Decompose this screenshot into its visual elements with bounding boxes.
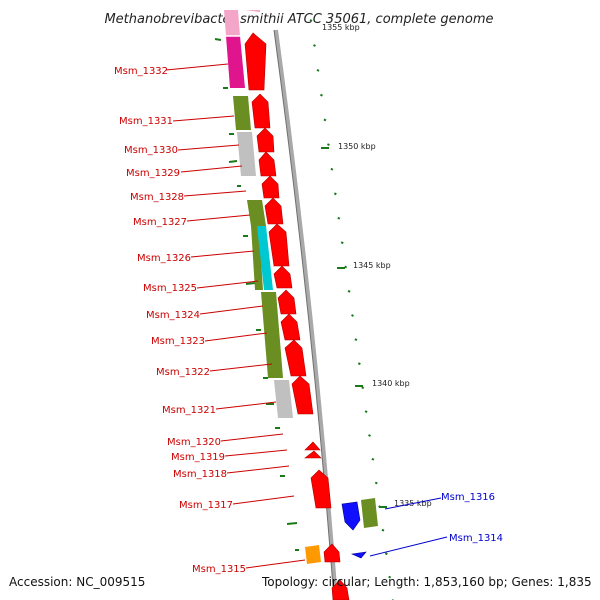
kbp-tick [320,93,323,97]
gene-label[interactable]: Msm_1330 [124,145,178,156]
kbp-label-1355: 1355 kbp [322,23,360,32]
kbp-tick [340,241,344,245]
kbp-tick [364,410,368,414]
gene-arrow-Msm_1318[interactable] [304,450,322,459]
kbp-labels: 1355 kbp 1350 kbp 1345 kbp 1340 kbp 1335… [321,23,432,508]
kbp-tick [361,386,365,390]
kbp-tick [309,19,313,22]
kbp-tick [351,314,354,317]
gene-label[interactable]: Msm_1324 [146,310,200,321]
cog-block-green [233,96,251,130]
gene-label[interactable]: Msm_1315 [192,564,246,575]
kbp-tick [357,362,361,366]
kbp-tick [371,457,375,461]
gene-arrow-Msm_1329[interactable] [258,151,277,177]
cog-block-green [247,200,266,226]
gene-label[interactable]: Msm_1320 [167,437,221,448]
label-leaders [165,63,306,569]
gene-label[interactable]: Msm_1328 [130,192,184,203]
kbp-label-1340: 1340 kbp [372,379,410,388]
cog-block-orange [305,545,321,564]
genome-summary-text: Topology: circular; Length: 1,853,160 bp… [261,575,592,589]
inner-ticks [214,38,299,551]
gene-arrow-Msm_1322[interactable] [284,339,307,377]
cog-block-cyan [257,226,273,290]
gene-arrow-Msm_1314[interactable] [350,551,367,559]
kbp-label-1350: 1350 kbp [338,142,376,151]
kbp-tick [313,44,316,47]
genome-backbone-edge [273,29,335,600]
cog-block-green [361,498,378,528]
cog-block-gray [274,380,293,418]
gene-arrow-Msm_1321[interactable] [291,375,314,415]
gene-arrow-Msm_1327[interactable] [264,197,284,225]
gene-label[interactable]: Msm_1316 [441,492,495,503]
reverse-genes [341,498,378,559]
kbp-tick [384,552,388,556]
kbp-tick [368,434,371,437]
gene-arrow-Msm_1326[interactable] [268,223,290,267]
kbp-tick [374,481,378,485]
kbp-tick [388,575,392,579]
kbp-tick [354,338,358,342]
gene-arrow-Msm_1328[interactable] [261,175,280,199]
gene-arrow-Msm_1332[interactable] [245,10,262,12]
label-leaders-reverse [369,497,448,557]
gene-arrow-Msm_1330[interactable] [256,127,275,153]
gene-label[interactable]: Msm_1325 [143,283,197,294]
kbp-tick [344,265,348,269]
gene-label[interactable]: Msm_1322 [156,367,210,378]
genome-backbone [274,29,338,600]
gene-arrow-Msm_1323[interactable] [280,313,301,341]
gene-label[interactable]: Msm_1326 [137,253,191,264]
gene-arrow-Msm_1332[interactable] [244,32,267,91]
gene-labels: Msm_1332 Msm_1331 Msm_1330 Msm_1329 Msm_… [114,66,246,575]
kbp-label-1345: 1345 kbp [353,261,391,270]
cog-block-magenta [226,36,245,88]
gene-label[interactable]: Msm_1329 [126,168,180,179]
gene-labels-reverse: Msm_1316 Msm_1314 [441,492,503,544]
gene-label[interactable]: Msm_1323 [151,336,205,347]
gene-arrow-Msm_1325[interactable] [273,265,293,289]
cog-block-green [261,292,283,378]
kbp-tick [316,68,320,72]
kbp-tick [330,167,334,171]
gene-arrow-next [331,579,350,600]
kbp-tick [333,192,337,196]
gene-arrow-Msm_1315[interactable] [323,543,341,563]
map-title: Methanobrevibacter smithii ATCC 35061, c… [104,12,493,27]
gene-label[interactable]: Msm_1332 [114,66,168,77]
cog-block-pink [224,10,240,36]
gene-label[interactable]: Msm_1318 [173,469,227,480]
kbp-tick [337,216,341,220]
gene-label[interactable]: Msm_1321 [162,405,216,416]
kbp-tick [347,289,351,293]
gene-label[interactable]: Msm_1317 [179,500,233,511]
cog-block-gray [237,132,256,176]
accession-text: Accession: NC_009515 [9,575,145,589]
cog-ring [224,10,321,564]
gene-label[interactable]: Msm_1327 [133,217,187,228]
forward-genes [244,10,350,600]
gene-label[interactable]: Msm_1314 [449,533,503,544]
gene-label[interactable]: Msm_1319 [171,452,225,463]
gene-arrow-Msm_1324[interactable] [277,289,297,315]
gene-arrow-Msm_1317[interactable] [310,469,332,509]
kbp-tick [326,143,330,147]
kbp-tick [323,118,327,122]
gene-arrow-Msm_1331[interactable] [251,93,271,129]
gene-arrow-Msm_1316[interactable] [341,501,361,531]
kbp-tick [381,528,385,532]
gene-label[interactable]: Msm_1331 [119,116,173,127]
gene-arrow-Msm_1319[interactable] [304,441,321,451]
